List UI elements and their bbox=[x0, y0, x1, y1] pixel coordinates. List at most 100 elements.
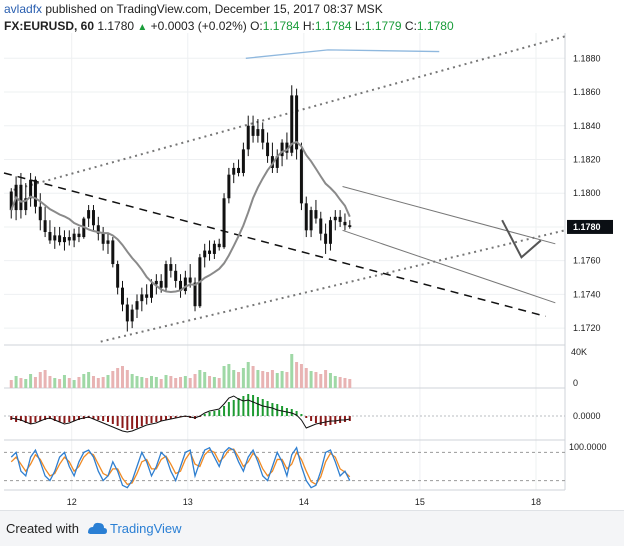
candle-body bbox=[67, 237, 71, 241]
y-tick-label: 1.1880 bbox=[573, 53, 601, 63]
candle-body bbox=[222, 198, 226, 248]
volume-bar bbox=[275, 373, 279, 388]
candle-body bbox=[179, 280, 183, 292]
publish-header: avladfx published on TradingView.com, De… bbox=[4, 2, 383, 16]
volume-bar bbox=[96, 378, 100, 388]
price-chart[interactable]: 1.1880 1.1860 1.1840 1.1820 1.1800 1.1780 1.17… bbox=[0, 0, 624, 510]
oscillator-series bbox=[4, 394, 565, 433]
candle-body bbox=[275, 156, 279, 168]
candle-body bbox=[290, 95, 294, 153]
candlestick-series bbox=[9, 85, 352, 332]
candle-body bbox=[246, 125, 250, 150]
x-tick-label: 13 bbox=[183, 497, 193, 507]
volume-bar bbox=[150, 376, 154, 388]
volume-bar bbox=[343, 378, 347, 388]
candle-body bbox=[232, 167, 236, 175]
volume-bar bbox=[101, 377, 105, 388]
candle-body bbox=[295, 95, 299, 150]
volume-bar bbox=[183, 376, 187, 388]
candle-body bbox=[183, 277, 187, 292]
volume-bar bbox=[266, 372, 270, 388]
volume-bar bbox=[154, 377, 158, 388]
candle-body bbox=[9, 191, 13, 211]
volume-bar bbox=[270, 370, 274, 388]
candle-body bbox=[48, 232, 52, 241]
candle-body bbox=[43, 220, 47, 233]
candle-body bbox=[314, 210, 318, 219]
tradingview-brand-link[interactable]: TradingView bbox=[110, 521, 182, 536]
candle-body bbox=[87, 210, 91, 219]
candle-body bbox=[53, 235, 57, 241]
candle-body bbox=[333, 216, 337, 221]
volume-bar bbox=[227, 364, 231, 388]
candle-body bbox=[261, 129, 265, 143]
volume-bar bbox=[48, 376, 52, 388]
candle-body bbox=[101, 233, 105, 244]
drawing-annotations bbox=[3, 35, 566, 343]
x-tick-label: 18 bbox=[531, 497, 541, 507]
volume-bar bbox=[328, 373, 332, 388]
candle-body bbox=[125, 304, 129, 322]
volume-bar bbox=[241, 368, 245, 388]
candle-body bbox=[309, 210, 313, 231]
volume-bar bbox=[280, 371, 284, 388]
candle-body bbox=[256, 129, 260, 136]
volume-bar bbox=[319, 374, 323, 388]
high-label: H: bbox=[302, 19, 315, 33]
candle-body bbox=[208, 250, 212, 254]
volume-bar bbox=[125, 370, 129, 388]
volume-bar bbox=[256, 370, 260, 388]
symbol-label: FX:EURUSD, 60 bbox=[4, 19, 95, 33]
volume-bar bbox=[324, 370, 328, 388]
candle-body bbox=[241, 149, 245, 173]
stochastic-series bbox=[4, 446, 565, 489]
x-tick-label: 12 bbox=[67, 497, 77, 507]
stochastic-k-line bbox=[10, 446, 351, 489]
candle-body bbox=[33, 179, 37, 207]
oscillator-line bbox=[11, 395, 350, 433]
volume-bar bbox=[179, 377, 183, 388]
volume-bar bbox=[232, 370, 236, 388]
y-tick-label: 1.1840 bbox=[573, 121, 601, 131]
low-label: L: bbox=[354, 19, 365, 33]
volume-bar bbox=[188, 378, 192, 388]
volume-bar bbox=[33, 377, 37, 388]
volume-bar bbox=[38, 372, 42, 388]
candle-body bbox=[77, 233, 81, 238]
candle-body bbox=[111, 240, 115, 265]
candle-body bbox=[106, 240, 110, 244]
published-text: published on TradingView.com, December 1… bbox=[45, 2, 383, 16]
author-link[interactable]: avladfx bbox=[4, 2, 43, 16]
volume-bar bbox=[217, 378, 221, 388]
volume-bar bbox=[290, 354, 294, 388]
volume-bar bbox=[140, 377, 144, 388]
candle-body bbox=[174, 270, 178, 281]
candle-body bbox=[237, 167, 241, 173]
close-label: C: bbox=[404, 19, 417, 33]
volume-bar bbox=[14, 376, 18, 388]
pane-frames bbox=[4, 33, 566, 491]
volume-axis-zero: 0 bbox=[573, 378, 578, 388]
symbol-header: FX:EURUSD, 60 1.1780 ▲ +0.0003 (+0.02%) … bbox=[4, 19, 454, 33]
volume-bar bbox=[251, 366, 255, 388]
candle-body bbox=[338, 216, 342, 222]
candle-body bbox=[203, 250, 207, 258]
volume-bar bbox=[58, 379, 62, 388]
volume-bar bbox=[106, 375, 110, 388]
candle-body bbox=[135, 301, 139, 310]
volume-bar bbox=[338, 377, 342, 388]
candle-body bbox=[38, 206, 42, 221]
volume-bar bbox=[295, 362, 299, 388]
projection-arrow bbox=[501, 219, 542, 259]
candle-body bbox=[348, 225, 352, 227]
candle-body bbox=[140, 294, 144, 302]
volume-bar bbox=[261, 371, 265, 388]
candle-body bbox=[188, 277, 192, 283]
volume-series bbox=[9, 354, 352, 388]
y-tick-label: 1.1800 bbox=[573, 188, 601, 198]
volume-bar bbox=[135, 376, 139, 388]
volume-bar bbox=[145, 378, 149, 388]
candle-body bbox=[120, 287, 124, 305]
volume-bar bbox=[159, 379, 163, 388]
volume-bar bbox=[193, 374, 197, 388]
